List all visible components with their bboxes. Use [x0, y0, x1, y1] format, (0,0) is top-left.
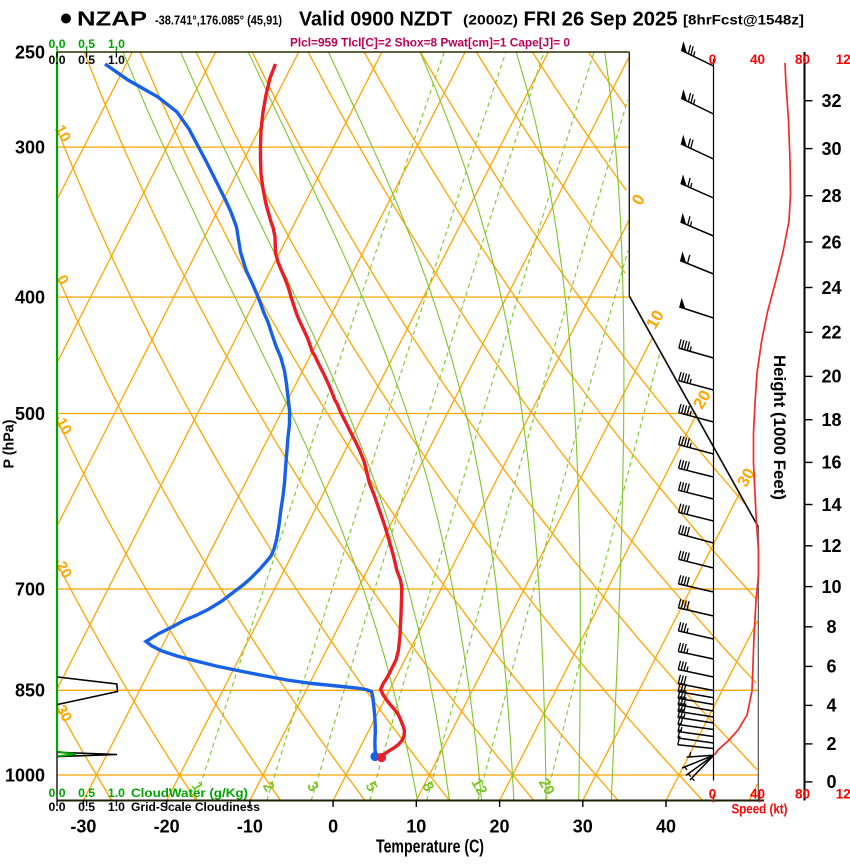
svg-text:26: 26 — [821, 232, 841, 252]
svg-text:0.5: 0.5 — [78, 37, 95, 51]
svg-text:(2000Z): (2000Z) — [463, 13, 518, 28]
svg-text:6: 6 — [826, 657, 836, 677]
svg-text:22: 22 — [821, 323, 841, 343]
svg-text:2: 2 — [826, 734, 836, 754]
svg-text:32: 32 — [821, 91, 841, 111]
svg-text:500: 500 — [15, 404, 45, 424]
svg-text:120: 120 — [836, 52, 850, 67]
svg-text:80: 80 — [795, 52, 810, 67]
svg-text:12: 12 — [467, 775, 490, 798]
svg-text:12: 12 — [821, 536, 841, 556]
svg-text:Plcl=959 Tlcl[C]=2 Shox=8 Pwat: Plcl=959 Tlcl[C]=2 Shox=8 Pwat[cm]=1 Cap… — [290, 36, 570, 50]
svg-text:P (hPa): P (hPa) — [1, 420, 18, 469]
svg-text:18: 18 — [821, 410, 841, 430]
svg-text:120: 120 — [836, 787, 850, 802]
svg-text:10: 10 — [821, 577, 841, 597]
svg-text:850: 850 — [15, 681, 45, 701]
svg-text:40: 40 — [656, 817, 676, 837]
svg-text:300: 300 — [15, 137, 45, 157]
svg-text:24: 24 — [821, 278, 841, 298]
svg-text:0.5: 0.5 — [78, 800, 95, 814]
svg-text:-20: -20 — [154, 817, 180, 837]
svg-text:0: 0 — [328, 817, 338, 837]
svg-text:Speed (kt): Speed (kt) — [732, 802, 788, 817]
svg-text:0: 0 — [709, 52, 717, 67]
svg-text:4: 4 — [826, 696, 836, 716]
svg-text:40: 40 — [750, 52, 765, 67]
svg-text:250: 250 — [15, 42, 45, 62]
svg-text:Temperature (C): Temperature (C) — [376, 836, 484, 857]
svg-text:CloudWater (g/Kg): CloudWater (g/Kg) — [131, 786, 248, 800]
svg-text:1000: 1000 — [5, 765, 45, 785]
svg-text:0: 0 — [709, 787, 717, 802]
svg-text:1.0: 1.0 — [108, 786, 125, 800]
svg-text:Height (1000 Feet): Height (1000 Feet) — [770, 355, 789, 500]
svg-text:Grid-Scale Cloudiness: Grid-Scale Cloudiness — [131, 800, 260, 814]
svg-text:28: 28 — [821, 186, 841, 206]
svg-text:0.0: 0.0 — [49, 800, 66, 814]
svg-text:0.5: 0.5 — [78, 53, 95, 67]
svg-text:FRI 26 Sep 2025: FRI 26 Sep 2025 — [524, 9, 678, 31]
svg-text:80: 80 — [795, 787, 810, 802]
svg-text:NZAP: NZAP — [77, 9, 147, 31]
svg-text:0.5: 0.5 — [78, 786, 95, 800]
svg-text:20: 20 — [535, 775, 558, 798]
svg-text:1.0: 1.0 — [108, 53, 125, 67]
svg-text:40: 40 — [750, 787, 765, 802]
svg-text:20: 20 — [821, 367, 841, 387]
svg-text:20: 20 — [490, 817, 510, 837]
svg-text:-30: -30 — [70, 817, 96, 837]
svg-text:Valid 0900 NZDT: Valid 0900 NZDT — [299, 9, 452, 31]
svg-text:30: 30 — [573, 817, 593, 837]
svg-text:8: 8 — [826, 617, 836, 637]
svg-text:1.0: 1.0 — [108, 800, 125, 814]
svg-text:10: 10 — [406, 817, 426, 837]
svg-text:0.0: 0.0 — [49, 37, 66, 51]
svg-text:16: 16 — [821, 453, 841, 473]
svg-text:14: 14 — [821, 495, 841, 515]
svg-text:0: 0 — [826, 772, 836, 792]
svg-text:0.0: 0.0 — [49, 53, 66, 67]
svg-text:1.0: 1.0 — [108, 37, 125, 51]
svg-text:0.0: 0.0 — [49, 786, 66, 800]
svg-text:[8hrFcst@1548z]: [8hrFcst@1548z] — [683, 13, 804, 28]
svg-text:700: 700 — [15, 579, 45, 599]
svg-text:-10: -10 — [237, 817, 263, 837]
svg-text:30: 30 — [821, 139, 841, 159]
svg-text:400: 400 — [15, 287, 45, 307]
svg-text:-38.741°,176.085° (45,91): -38.741°,176.085° (45,91) — [155, 13, 282, 28]
